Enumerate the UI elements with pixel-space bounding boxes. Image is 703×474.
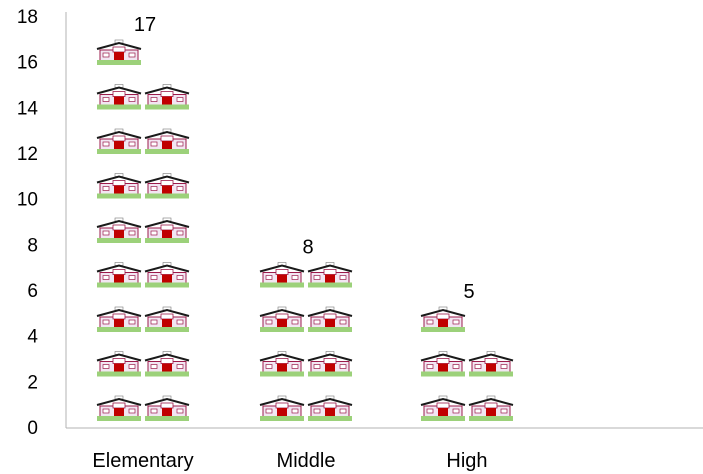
school-building-icon: [420, 395, 466, 422]
school-building-icon: [420, 350, 466, 378]
data-label: 5: [463, 281, 474, 303]
y-tick-label: 12: [17, 144, 38, 165]
school-building-icon: [468, 350, 514, 378]
school-building-icon: [468, 395, 514, 422]
y-tick-label: 4: [27, 327, 38, 348]
school-building-icon: [259, 306, 305, 333]
school-building-icon: [144, 83, 190, 111]
school-building-icon: [144, 395, 190, 422]
school-building-icon: [96, 128, 142, 155]
school-building-icon: [96, 350, 142, 378]
y-tick-label: 14: [17, 98, 39, 119]
x-category-label: Middle: [277, 450, 336, 472]
school-building-icon: [259, 350, 305, 378]
school-building-icon: [420, 306, 466, 333]
y-tick-label: 18: [17, 7, 38, 28]
y-tick-label: 16: [17, 53, 38, 74]
x-category-label: High: [446, 450, 487, 472]
data-label: 17: [134, 14, 156, 36]
x-category-label: Elementary: [92, 450, 193, 472]
school-building-icon: [144, 261, 190, 289]
school-building-icon: [144, 350, 190, 378]
school-building-icon: [259, 395, 305, 422]
school-building-icon: [96, 83, 142, 111]
school-building-icon: [259, 261, 305, 289]
y-tick-label: 8: [27, 235, 38, 256]
y-tick-label: 6: [27, 281, 38, 302]
school-building-icon: [96, 217, 142, 244]
school-building-icon: [96, 172, 142, 200]
school-building-icon: [96, 261, 142, 289]
school-building-icon: [144, 172, 190, 200]
data-label: 8: [302, 237, 313, 259]
school-building-icon: [307, 261, 353, 289]
school-building-icon: [307, 350, 353, 378]
school-building-icon: [96, 306, 142, 333]
school-building-icon: [144, 217, 190, 244]
y-tick-label: 0: [27, 418, 38, 439]
school-building-icon: [307, 306, 353, 333]
y-tick-label: 2: [27, 372, 38, 393]
y-tick-label: 10: [17, 190, 38, 211]
school-building-icon: [144, 128, 190, 155]
school-building-icon: [96, 39, 142, 66]
school-building-icon: [96, 395, 142, 422]
school-building-icon: [307, 395, 353, 422]
school-building-icon: [144, 306, 190, 333]
